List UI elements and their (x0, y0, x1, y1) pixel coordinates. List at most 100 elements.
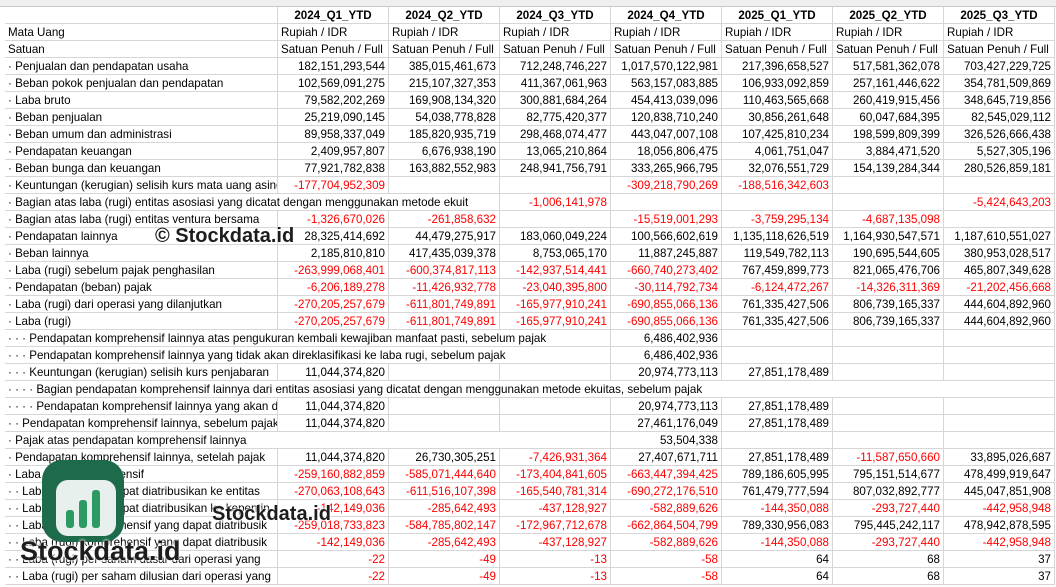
value-cell: 154,139,284,344 (833, 160, 944, 177)
row-label: · · Laba (rugi) komprehensif yang dapat … (5, 517, 278, 534)
value-cell: 82,545,029,112 (944, 109, 1055, 126)
row-label: · Bagian atas laba (rugi) entitas asosia… (5, 194, 500, 211)
value-cell: 417,435,039,378 (389, 245, 500, 262)
empty-cell (833, 177, 944, 194)
value-cell: -437,128,927 (500, 500, 611, 517)
value-cell: -690,855,066,136 (611, 296, 722, 313)
value-cell: -263,999,068,401 (278, 262, 389, 279)
value-cell: 11,044,374,820 (278, 364, 389, 381)
value-cell: 761,335,427,506 (722, 296, 833, 313)
row-label: Satuan (5, 41, 278, 58)
value-cell: 354,781,509,869 (944, 75, 1055, 92)
value-cell: -177,704,952,309 (278, 177, 389, 194)
value-cell: 807,032,892,777 (833, 483, 944, 500)
value-cell: -690,855,066,136 (611, 313, 722, 330)
value-cell: 444,604,892,960 (944, 296, 1055, 313)
value-cell: -582,889,626 (611, 534, 722, 551)
value-cell: -58 (611, 568, 722, 585)
value-cell: 443,047,007,108 (611, 126, 722, 143)
value-cell: 25,219,090,145 (278, 109, 389, 126)
column-title: 2024_Q1_YTD (278, 7, 389, 24)
value-cell: 82,775,420,377 (500, 109, 611, 126)
value-cell: 183,060,049,224 (500, 228, 611, 245)
value-cell: 6,486,402,936 (611, 330, 722, 347)
value-cell: -293,727,440 (833, 500, 944, 517)
value-cell: -582,889,626 (611, 500, 722, 517)
value-cell: -4,687,135,098 (833, 211, 944, 228)
meta-cell: Rupiah / IDR (833, 24, 944, 41)
value-cell: -172,967,712,678 (500, 517, 611, 534)
value-cell: 465,807,349,628 (944, 262, 1055, 279)
row-label: · · · · Bagian pendapatan komprehensif l… (5, 381, 1055, 398)
value-cell: -663,447,394,425 (611, 466, 722, 483)
value-cell: 385,015,461,673 (389, 58, 500, 75)
empty-cell (389, 364, 500, 381)
meta-cell: Rupiah / IDR (722, 24, 833, 41)
value-cell: 27,407,671,711 (611, 449, 722, 466)
value-cell: 68 (833, 568, 944, 585)
value-cell: 712,248,746,227 (500, 58, 611, 75)
value-cell: -600,374,817,113 (389, 262, 500, 279)
value-cell: 703,427,229,725 (944, 58, 1055, 75)
row-label: · Bagian atas laba (rugi) entitas ventur… (5, 211, 278, 228)
row-label: · Pajak atas pendapatan komprehensif lai… (5, 432, 611, 449)
value-cell: 260,419,915,456 (833, 92, 944, 109)
column-header-strip (0, 0, 1056, 7)
value-cell: -293,727,440 (833, 534, 944, 551)
column-title: 2025_Q1_YTD (722, 7, 833, 24)
meta-cell: Satuan Penuh / Full (833, 41, 944, 58)
empty-cell (833, 194, 944, 211)
row-label: · Pendapatan (beban) pajak (5, 279, 278, 296)
row-label: · · Laba (rugi) yang dapat diatribusikan… (5, 483, 278, 500)
row-label: · Pendapatan komprehensif lainnya, setel… (5, 449, 278, 466)
value-cell: -142,937,514,441 (500, 262, 611, 279)
value-cell: 11,044,374,820 (278, 398, 389, 415)
row-label: · · Laba (rugi) per saham dasar dari ope… (5, 551, 278, 568)
value-cell: -3,759,295,134 (722, 211, 833, 228)
empty-cell (944, 398, 1055, 415)
value-cell: 198,599,809,399 (833, 126, 944, 143)
empty-cell (722, 330, 833, 347)
value-cell: 280,526,859,181 (944, 160, 1055, 177)
value-cell: 11,887,245,887 (611, 245, 722, 262)
value-cell: 27,851,178,489 (722, 398, 833, 415)
value-cell: 1,017,570,122,981 (611, 58, 722, 75)
value-cell: 257,161,446,622 (833, 75, 944, 92)
value-cell: -165,977,910,241 (500, 296, 611, 313)
value-cell: -259,018,733,823 (278, 517, 389, 534)
meta-cell: Satuan Penuh / Full (500, 41, 611, 58)
empty-cell (944, 211, 1055, 228)
column-title: 2025_Q2_YTD (833, 7, 944, 24)
value-cell: -611,516,107,398 (389, 483, 500, 500)
corner-cell (5, 7, 278, 24)
value-cell: 106,933,092,859 (722, 75, 833, 92)
value-cell: 190,695,544,605 (833, 245, 944, 262)
empty-cell (944, 330, 1055, 347)
value-cell: -270,063,108,643 (278, 483, 389, 500)
value-cell: -690,272,176,510 (611, 483, 722, 500)
value-cell: 30,856,261,648 (722, 109, 833, 126)
value-cell: 68 (833, 551, 944, 568)
value-cell: -261,858,632 (389, 211, 500, 228)
value-cell: -611,801,749,891 (389, 296, 500, 313)
value-cell: -165,977,910,241 (500, 313, 611, 330)
value-cell: 300,881,684,264 (500, 92, 611, 109)
empty-cell (833, 415, 944, 432)
row-label: · Laba (rugi) sebelum pajak penghasilan (5, 262, 278, 279)
value-cell: -11,426,932,778 (389, 279, 500, 296)
meta-cell: Satuan Penuh / Full (389, 41, 500, 58)
value-cell: -142,149,036 (278, 500, 389, 517)
value-cell: -611,801,749,891 (389, 313, 500, 330)
row-label: · Beban penjualan (5, 109, 278, 126)
value-cell: -58 (611, 551, 722, 568)
value-cell: 411,367,061,963 (500, 75, 611, 92)
value-cell: -437,128,927 (500, 534, 611, 551)
value-cell: -188,516,342,603 (722, 177, 833, 194)
value-cell: 182,151,293,544 (278, 58, 389, 75)
column-title: 2025_Q3_YTD (944, 7, 1055, 24)
meta-cell: Satuan Penuh / Full (278, 41, 389, 58)
value-cell: 53,504,338 (611, 432, 722, 449)
value-cell: -11,587,650,660 (833, 449, 944, 466)
value-cell: 27,461,176,049 (611, 415, 722, 432)
value-cell: -49 (389, 568, 500, 585)
